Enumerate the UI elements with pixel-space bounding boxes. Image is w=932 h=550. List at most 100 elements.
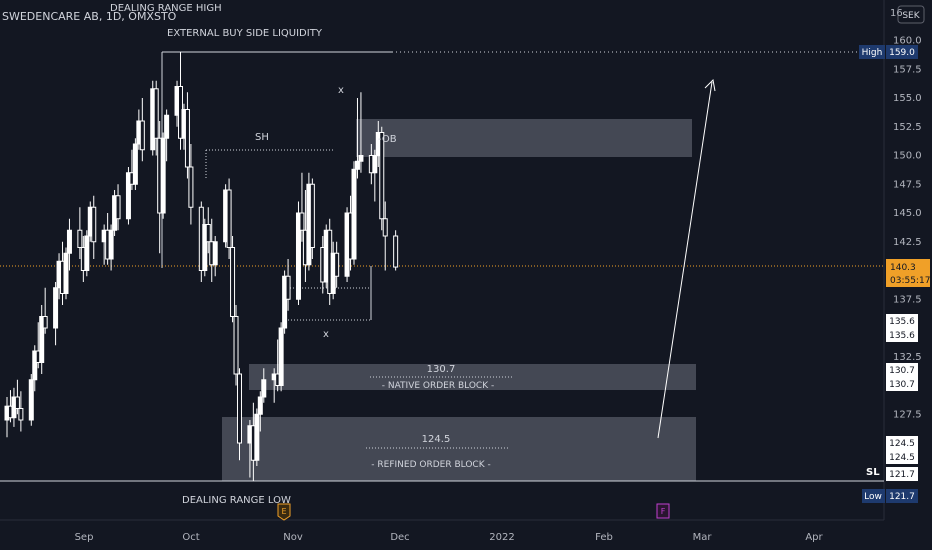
candle	[233, 305, 239, 386]
price-tag-value: 135.6	[889, 331, 915, 341]
candle-body-up	[257, 396, 263, 415]
candle	[139, 98, 145, 162]
dealing-range-low-label: DEALING RANGE LOW	[182, 495, 291, 506]
native-ob-label: - NATIVE ORDER BLOCK -	[382, 381, 494, 391]
currency-button-frame	[897, 5, 925, 24]
order-block-label: -OB	[378, 134, 397, 145]
candle-body-down	[205, 224, 211, 243]
high-tag-value-box	[886, 45, 918, 59]
price-tag-value: 135.6	[889, 317, 915, 327]
price-tag-box	[886, 377, 918, 391]
candle-body-down	[139, 120, 145, 151]
candle	[257, 391, 263, 432]
candle-body-up	[164, 114, 170, 139]
high-tag-label-box	[859, 45, 885, 59]
candle	[53, 282, 59, 346]
price-tag-value: 130.7	[889, 366, 915, 376]
dealing-range-high-label: DEALING RANGE HIGH	[110, 3, 222, 14]
candle	[28, 374, 34, 426]
candle	[125, 167, 131, 225]
candle-body-up	[125, 172, 131, 220]
candle-body-up	[254, 413, 260, 461]
candle-body-up	[32, 350, 38, 381]
candle	[299, 172, 305, 242]
candle	[282, 270, 288, 334]
candle	[261, 368, 267, 403]
candle	[379, 126, 385, 231]
time-tick-label: Apr	[805, 532, 823, 543]
candle-body-up	[28, 379, 34, 421]
price-tick-label: 127.5	[893, 409, 922, 420]
time-tick-label: Nov	[283, 532, 303, 543]
price-tick-label: 145.0	[893, 208, 922, 219]
currency-button[interactable]: SEK	[897, 5, 925, 24]
candle-body-down	[233, 316, 239, 375]
refined-ob-label: - REFINED ORDER BLOCK -	[371, 460, 490, 470]
candle-body-up	[354, 160, 360, 170]
candle	[153, 80, 159, 156]
native-ob-price-label: 130.7	[427, 364, 456, 375]
time-axis-ticks: Sep Oct Nov Dec 2022 Feb Mar Apr	[75, 532, 824, 543]
candle	[358, 92, 364, 173]
price-tick-label: 152.5	[893, 122, 922, 133]
future-event-marker[interactable]: F	[656, 503, 670, 519]
candle-body-up	[63, 252, 69, 294]
candle-body-up	[295, 212, 301, 300]
price-tick-label: 157.5	[893, 64, 922, 75]
projection-arrow-head	[704, 78, 716, 92]
candle-body-up	[66, 229, 72, 254]
candles-group	[4, 52, 399, 481]
price-tick-label: 142.5	[893, 237, 922, 248]
candle	[18, 391, 24, 432]
earnings-event-marker[interactable]: E	[277, 503, 291, 521]
earnings-marker-shape	[277, 503, 291, 521]
candle-body-up	[261, 379, 267, 398]
candle	[66, 218, 72, 271]
candle	[393, 230, 399, 271]
refined-ob-price-label: 124.5	[422, 434, 451, 445]
candle	[278, 322, 284, 392]
candle	[63, 247, 69, 300]
candle-body-down	[115, 195, 121, 220]
candle	[236, 368, 242, 461]
high-tag-label: High	[862, 48, 883, 58]
candle	[164, 109, 170, 162]
candle-body-down	[285, 275, 291, 300]
price-tag-box	[886, 314, 918, 328]
price-tick-label: 132.5	[893, 352, 922, 363]
candle-body-down	[299, 212, 305, 231]
price-tick-partial: 16	[890, 8, 903, 19]
candle-body-down	[230, 247, 236, 317]
candle-body-down	[379, 132, 385, 220]
candle	[226, 178, 232, 259]
time-tick-label: Mar	[693, 532, 713, 543]
candle-body-down	[42, 316, 48, 329]
countdown-value: 03:55:17	[890, 276, 930, 286]
candle	[132, 138, 138, 190]
candle	[39, 305, 45, 374]
price-tag-box	[886, 436, 918, 450]
candle-body-up	[39, 316, 45, 363]
candle-body-down	[184, 109, 190, 168]
candle	[108, 224, 114, 271]
candle	[32, 345, 38, 392]
stop-loss-label: SL	[866, 467, 880, 478]
candle	[285, 259, 291, 311]
candle-body-down	[382, 218, 388, 237]
candle	[351, 161, 357, 265]
candle	[382, 201, 388, 271]
candle	[354, 98, 360, 179]
future-marker-letter: F	[661, 507, 666, 516]
price-tag-box	[886, 450, 918, 464]
candle	[91, 195, 97, 259]
low-tag-label: Low	[864, 492, 882, 502]
candle	[115, 184, 121, 231]
price-tags-group: 135.6 135.6 130.7 130.7 124.5 124.5 121.7	[886, 314, 918, 481]
candle	[205, 207, 211, 254]
price-tag-value: 121.7	[889, 470, 915, 480]
high-tag-value: 159.0	[889, 48, 915, 58]
time-tick-label: Dec	[390, 532, 409, 543]
candle	[14, 379, 20, 415]
candle-body-up	[282, 275, 288, 329]
